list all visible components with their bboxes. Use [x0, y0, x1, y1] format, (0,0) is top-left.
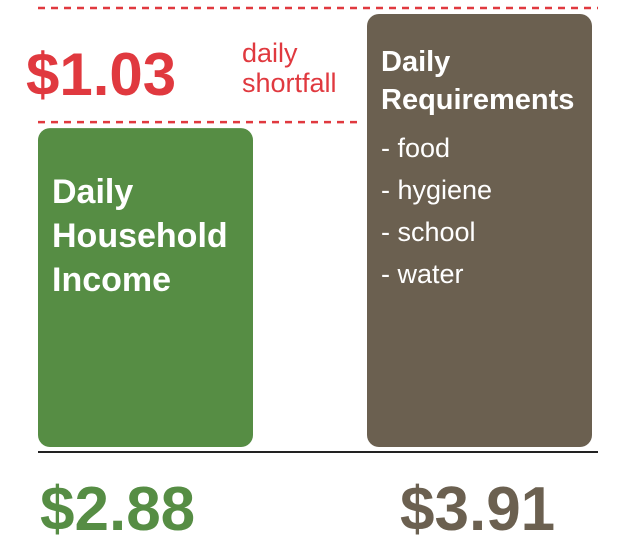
value-label: $2.88 — [40, 475, 195, 544]
value-label: $3.91 — [400, 475, 555, 544]
bar-content: Daily Requirements - food - hygiene - schoo… — [381, 44, 586, 295]
bar — [367, 14, 592, 447]
item: - hygiene — [381, 175, 493, 206]
bar-content: Daily Household Income — [52, 170, 247, 303]
item: - school — [381, 217, 476, 248]
bar-label-box: Daily Requirements - food - hygiene - schoo… — [381, 44, 586, 295]
category-label: Daily Household Income — [52, 173, 228, 300]
item: - food — [381, 133, 451, 164]
item-list: - food - hygiene - school - water — [381, 127, 586, 295]
bar — [38, 128, 253, 447]
bar-label-box: Daily Household Income — [52, 170, 247, 303]
item: - water — [381, 259, 464, 290]
shortfall-text: daily — [242, 38, 298, 68]
category-label: Daily Requirements — [381, 46, 575, 116]
shortfall-text: shortfall — [242, 68, 337, 98]
shortfall-value: $1.03 — [26, 41, 176, 108]
